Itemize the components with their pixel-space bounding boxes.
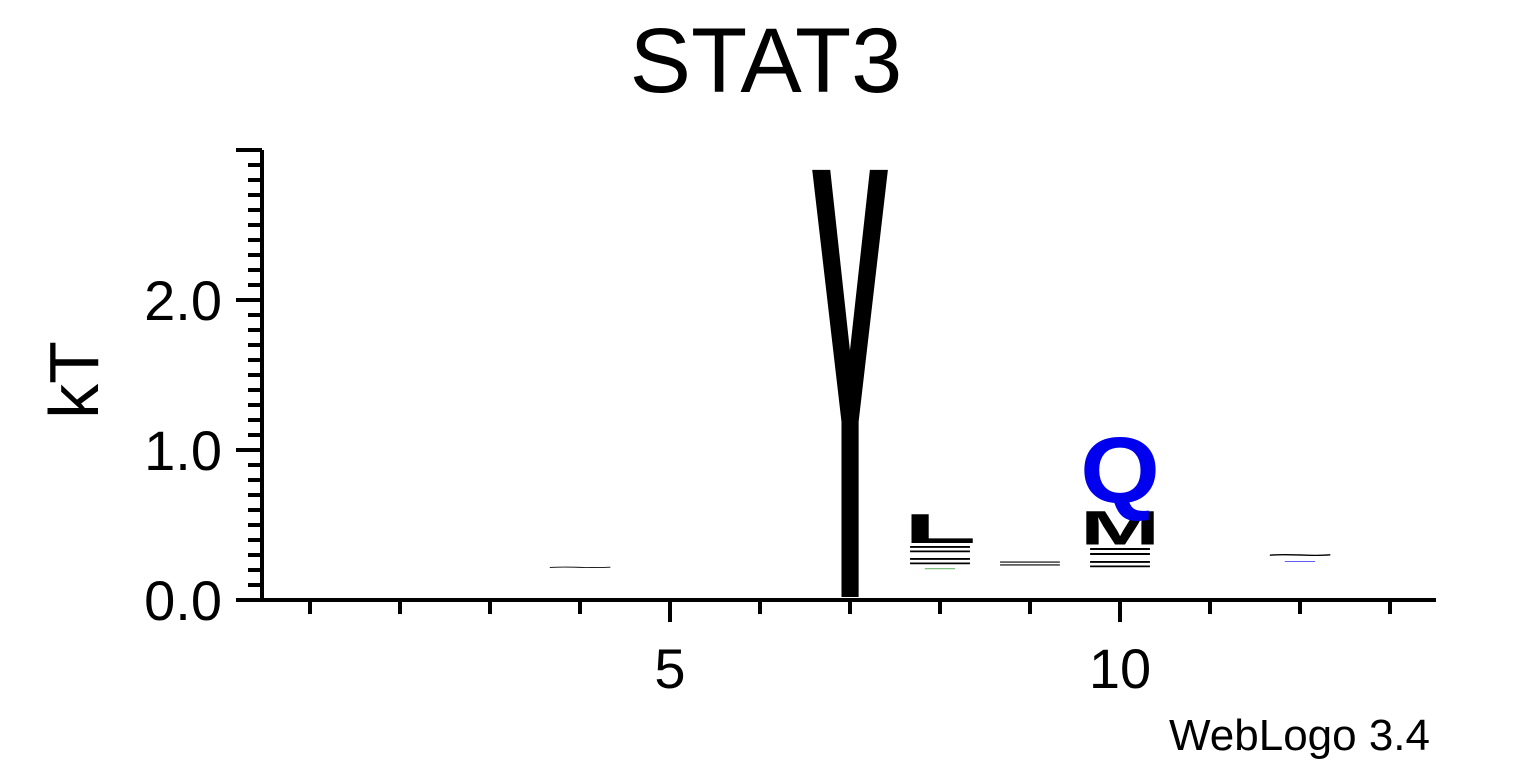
logo-letter-minor: =: [905, 552, 975, 571]
logo-letter-minor: =: [1085, 541, 1155, 562]
y-axis-label: kT: [35, 341, 113, 419]
y-tick-label: 0.0: [144, 569, 222, 632]
logo-letter-minor: =: [1085, 555, 1155, 574]
logo-letter-Y: Y: [810, 35, 890, 729]
chart-title: STAT3: [630, 10, 903, 112]
logo-letter-L: L: [904, 505, 977, 552]
axes: 0.0 1.0 2.0 5 10: [144, 148, 1436, 700]
x-tick-label: 10: [1089, 637, 1151, 700]
x-tick-label: 5: [654, 637, 685, 700]
logo-letter-minor: -: [1280, 559, 1320, 564]
logo-letter-minor: =: [995, 558, 1065, 570]
logo-letter-minor: -: [920, 566, 960, 571]
logo-letter-minor: ~: [1265, 548, 1335, 562]
logo-letter-M: M: [1080, 502, 1160, 556]
logo-letters: ~ Y -==L= ==MQ-~: [545, 35, 1335, 729]
logo-letter-minor: ~: [545, 562, 615, 571]
y-tick-label: 1.0: [144, 419, 222, 482]
logo-letter-minor: =: [905, 540, 975, 559]
weblogo-footer: WebLogo 3.4: [1169, 711, 1430, 760]
y-tick-label: 2.0: [144, 269, 222, 332]
logo-letter-Q: Q: [1080, 418, 1160, 523]
